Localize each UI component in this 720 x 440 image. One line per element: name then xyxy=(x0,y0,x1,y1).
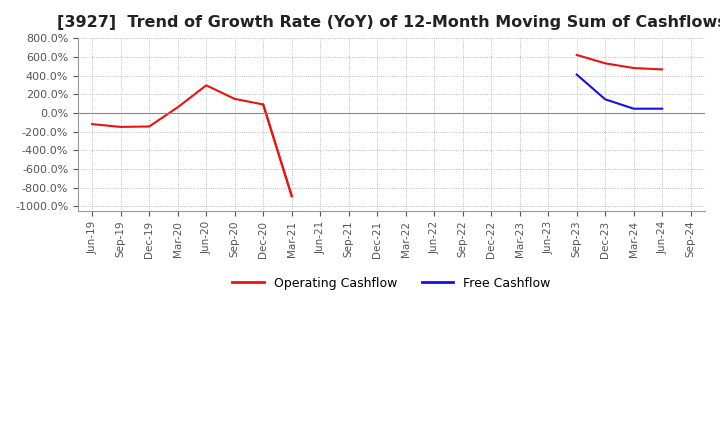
Title: [3927]  Trend of Growth Rate (YoY) of 12-Month Moving Sum of Cashflows: [3927] Trend of Growth Rate (YoY) of 12-… xyxy=(57,15,720,30)
Legend: Operating Cashflow, Free Cashflow: Operating Cashflow, Free Cashflow xyxy=(228,272,556,295)
